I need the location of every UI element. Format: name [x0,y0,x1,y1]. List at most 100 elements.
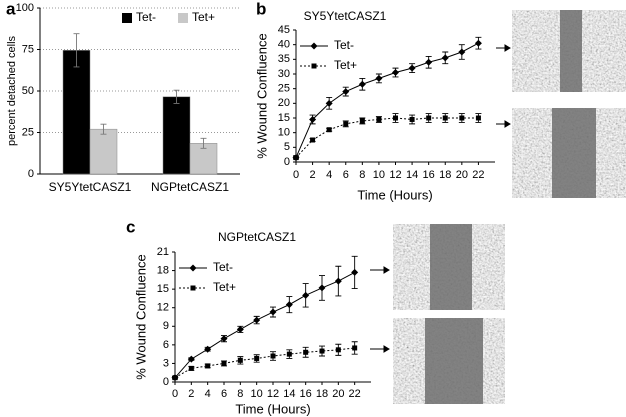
point [172,375,178,381]
point [352,345,358,351]
y-axis-label: percent detached cells [6,35,18,146]
point [459,115,465,121]
x-tick-label: 22 [472,169,484,181]
y-tick-label: 50 [22,85,34,97]
point [475,115,481,121]
x-axis-label: Time (Hours) [235,401,310,416]
x-tick-label: 18 [439,169,451,181]
x-tick-label: 10 [373,169,385,181]
point [310,137,316,143]
point [408,64,416,72]
legend-swatch [122,13,132,23]
point [359,118,365,124]
x-tick-label: 20 [332,388,344,400]
x-tick-label: 4 [205,388,211,400]
legend-label: Tet+ [213,280,236,294]
point [253,316,261,324]
y-tick-label: 40 [278,39,290,51]
y-axis-label: % Wound Confluence [133,254,148,380]
point [303,349,309,355]
chart-title: NGPtetCASZ1 [218,230,296,244]
x-tick-label: SY5YtetCASZ1 [49,180,132,194]
x-tick-label: 0 [293,169,299,181]
y-axis-label: % Wound Confluence [254,33,269,159]
x-tick-label: NGPtetCASZ1 [151,180,229,194]
point [335,347,341,353]
y-tick-label: 0 [163,376,169,388]
y-tick-label: 15 [278,112,290,124]
y-tick-label: 3 [163,357,169,369]
point [474,39,482,47]
y-tick-label: 100 [16,2,34,14]
point [269,308,277,316]
point [187,355,195,363]
x-tick-label: 6 [343,169,349,181]
x-tick-label: 2 [310,169,316,181]
micrograph [512,10,626,92]
point [458,48,466,56]
y-tick-label: 5 [284,141,290,153]
x-tick-label: 18 [316,388,328,400]
x-tick-label: 4 [326,169,332,181]
error-bar [173,89,180,104]
x-tick-label: 14 [406,169,418,181]
x-tick-label: 6 [221,388,227,400]
x-tick-label: 22 [349,388,361,400]
x-tick-label: 2 [188,388,194,400]
y-tick-label: 45 [278,24,290,36]
legend-marker [311,63,317,69]
point [285,301,293,309]
y-tick-label: 25 [22,126,34,138]
point [293,155,299,161]
x-tick-label: 16 [423,169,435,181]
x-tick-label: 8 [359,169,365,181]
legend-swatch [178,13,188,23]
x-tick-label: 16 [300,388,312,400]
x-tick-label: 20 [456,169,468,181]
y-tick-label: 0 [284,156,290,168]
y-tick-label: 18 [157,264,169,276]
y-tick-label: 25 [278,83,290,95]
point [236,325,244,333]
y-tick-label: 21 [157,246,169,258]
point [441,54,449,62]
x-tick-label: 0 [172,388,178,400]
point [392,69,399,77]
y-tick-label: 15 [157,283,169,295]
point [343,121,349,127]
point [334,277,342,285]
point [254,355,260,361]
legend-marker [310,42,318,50]
point [318,284,326,292]
point [425,58,433,66]
point [375,74,383,82]
point [326,127,332,133]
y-tick-label: 0 [28,168,34,180]
point [221,360,227,366]
arrows [370,44,511,353]
legend-marker [189,264,197,272]
x-tick-label: 10 [251,388,263,400]
panel-label: b [256,0,266,18]
point [409,116,415,122]
legend-label: Tet- [213,260,233,274]
x-tick-label: 8 [237,388,243,400]
error-bar [73,33,80,68]
line [174,271,355,378]
y-tick-label: 12 [157,302,169,314]
y-tick-label: 75 [22,43,34,55]
bar [162,96,191,175]
point [342,88,350,96]
y-tick-label: 9 [163,320,169,332]
x-axis-label: Time (Hours) [357,187,432,202]
point [325,99,333,107]
chart-title: SY5YtetCASZ1 [304,9,387,23]
point [204,345,212,353]
micrograph [512,108,626,198]
legend-label: Tet- [334,38,354,52]
line [295,42,479,158]
x-tick-label: 14 [283,388,295,400]
point [205,363,211,369]
legend-label: Tet- [136,10,156,24]
